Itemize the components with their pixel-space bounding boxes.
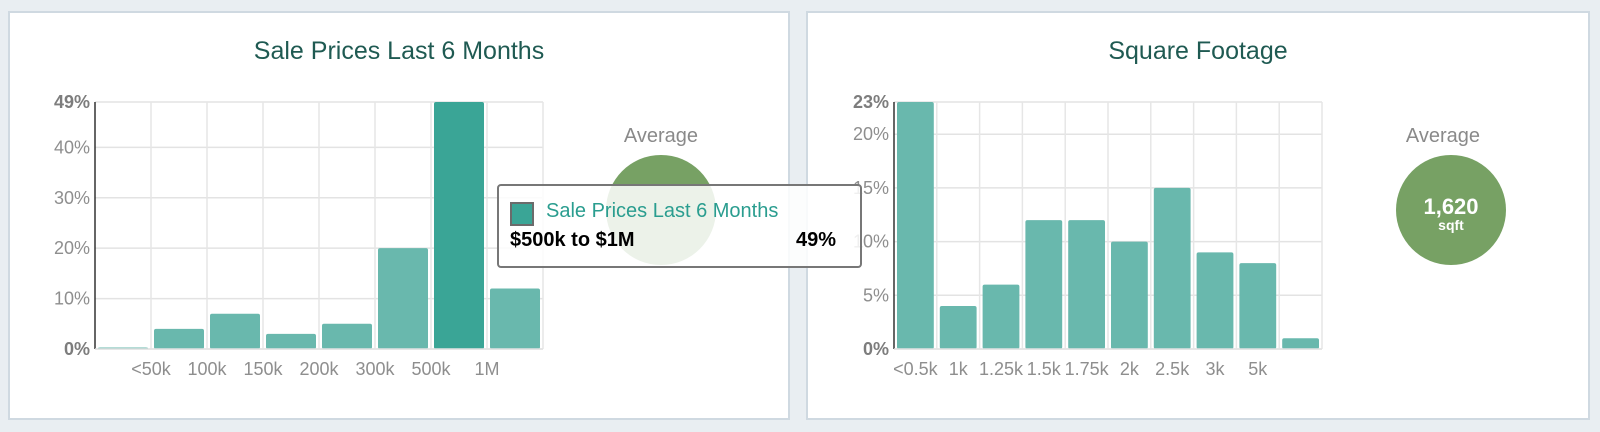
- bar: [1196, 252, 1234, 349]
- bar: [1025, 220, 1063, 349]
- x-tick-label: 3k: [1205, 359, 1225, 379]
- chart-title: Square Footage: [1108, 37, 1288, 65]
- bar: [322, 323, 372, 349]
- bar: [939, 306, 977, 349]
- bar: [1111, 241, 1148, 349]
- tooltip-color-swatch: [510, 202, 534, 226]
- average-label: Average: [1405, 125, 1481, 147]
- y-tick-label: 23%: [853, 92, 889, 112]
- y-tick-label: 0%: [64, 339, 90, 359]
- bar-chart: 0% 10% 20% 30% 40% 49% <50k 100k 150k 200k 300k 500…: [54, 92, 544, 379]
- x-tick-label: 1.75k: [1065, 359, 1110, 379]
- x-tick-label: 1k: [949, 359, 969, 379]
- square-footage-panel: 0% 5% 10% 15% 20% 23% <0.5k 1k 1.25k 1.5k 1.75k 2k 2…: [806, 11, 1590, 420]
- x-tick-label: 5k: [1248, 359, 1268, 379]
- bar: [210, 313, 260, 349]
- x-tick-label: 2.5k: [1155, 359, 1190, 379]
- bar: [154, 328, 204, 349]
- x-tick-label: 1.25k: [979, 359, 1024, 379]
- bar: [1282, 338, 1319, 349]
- bar: [982, 284, 1020, 349]
- bar-chart: 0%5%10%15%20%23%<0.5k 1k 1.25k 1.5k 1.75k 2k 2…: [853, 92, 1323, 379]
- x-tick-label: <50k: [131, 359, 172, 379]
- average-label: Average: [623, 125, 699, 147]
- bar: [434, 102, 484, 349]
- y-tick-label: 49%: [54, 92, 90, 112]
- bar: [266, 333, 316, 349]
- tooltip-category: $500k to $1M: [510, 229, 635, 251]
- tooltip-series-name: Sale Prices Last 6 Months: [546, 200, 779, 222]
- chart-title: Sale Prices Last 6 Months: [253, 37, 545, 65]
- chart-tooltip: Sale Prices Last 6 Months $500k to $1M 4…: [497, 184, 862, 268]
- y-tick-label: 20%: [54, 238, 90, 258]
- x-tick-label: 300k: [355, 359, 395, 379]
- x-tick-label: 500k: [411, 359, 451, 379]
- x-tick-label: 150k: [243, 359, 283, 379]
- y-tick-label: 20%: [853, 124, 889, 144]
- average-value: 1,620: [1423, 194, 1479, 219]
- y-tick-label: 10%: [54, 289, 90, 309]
- tooltip-value: 49%: [795, 229, 836, 251]
- bar: [1153, 187, 1191, 349]
- y-tick-label: 0%: [863, 339, 889, 359]
- bar: [897, 102, 934, 349]
- x-tick-label: 1M: [474, 359, 499, 379]
- x-tick-label: 2k: [1120, 359, 1140, 379]
- x-tick-label: 100k: [187, 359, 227, 379]
- bar: [1239, 263, 1277, 349]
- bar: [378, 248, 428, 349]
- bar: [1068, 220, 1105, 349]
- average-circle: 1,620 sqft: [1396, 155, 1506, 265]
- y-tick-label: 40%: [54, 137, 90, 157]
- x-tick-label: 200k: [299, 359, 339, 379]
- x-tick-label: 1.5k: [1027, 359, 1062, 379]
- bar: [490, 288, 540, 349]
- average-unit: sqft: [1438, 217, 1464, 233]
- x-tick-label: <0.5k: [893, 359, 939, 379]
- y-tick-label: 30%: [54, 188, 90, 208]
- y-tick-label: 5%: [863, 285, 889, 305]
